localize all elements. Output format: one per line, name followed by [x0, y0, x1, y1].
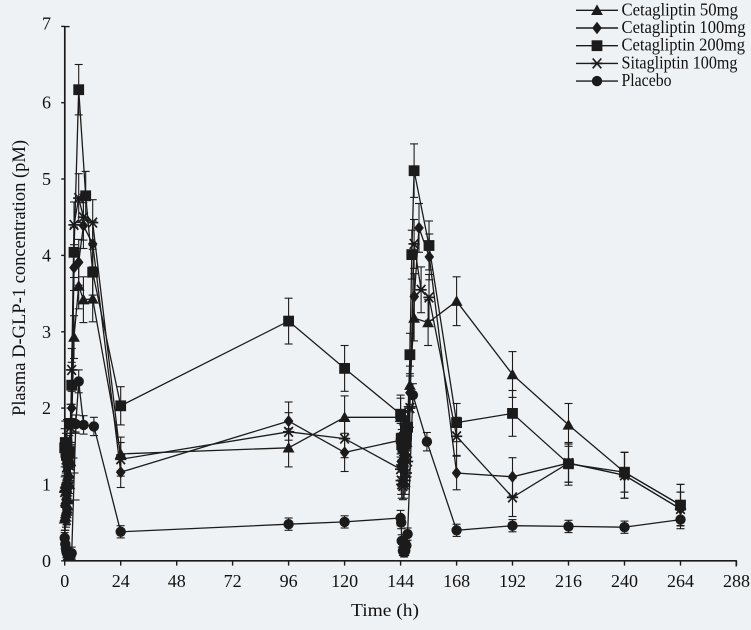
svg-text:Cetagliptin 200mg: Cetagliptin 200mg — [622, 35, 746, 55]
svg-text:72: 72 — [224, 571, 242, 591]
svg-text:120: 120 — [331, 571, 358, 591]
svg-text:2: 2 — [42, 398, 51, 418]
svg-text:3: 3 — [42, 322, 51, 342]
svg-text:144: 144 — [387, 571, 414, 591]
svg-text:Placebo: Placebo — [622, 70, 672, 90]
svg-text:4: 4 — [42, 245, 51, 265]
svg-text:7: 7 — [42, 13, 51, 33]
svg-text:0: 0 — [60, 571, 69, 591]
svg-text:Sitagliptin 100mg: Sitagliptin 100mg — [622, 52, 738, 72]
svg-text:240: 240 — [611, 571, 638, 591]
svg-text:Plasma D-GLP-1 concentration (: Plasma D-GLP-1 concentration (pM) — [10, 140, 30, 416]
svg-text:Time (h): Time (h) — [351, 600, 419, 621]
svg-text:264: 264 — [667, 571, 694, 591]
svg-text:1: 1 — [42, 474, 51, 494]
svg-text:48: 48 — [168, 571, 186, 591]
svg-text:216: 216 — [555, 571, 582, 591]
svg-text:Cetagliptin 100mg: Cetagliptin 100mg — [622, 17, 746, 37]
svg-text:Cetagliptin 50mg: Cetagliptin 50mg — [622, 0, 739, 19]
svg-text:168: 168 — [443, 571, 470, 591]
svg-text:5: 5 — [42, 169, 51, 189]
svg-text:0: 0 — [42, 551, 51, 571]
svg-text:288: 288 — [723, 571, 750, 591]
svg-text:6: 6 — [42, 93, 51, 113]
svg-text:192: 192 — [499, 571, 526, 591]
svg-text:24: 24 — [112, 571, 130, 591]
svg-text:96: 96 — [280, 571, 298, 591]
